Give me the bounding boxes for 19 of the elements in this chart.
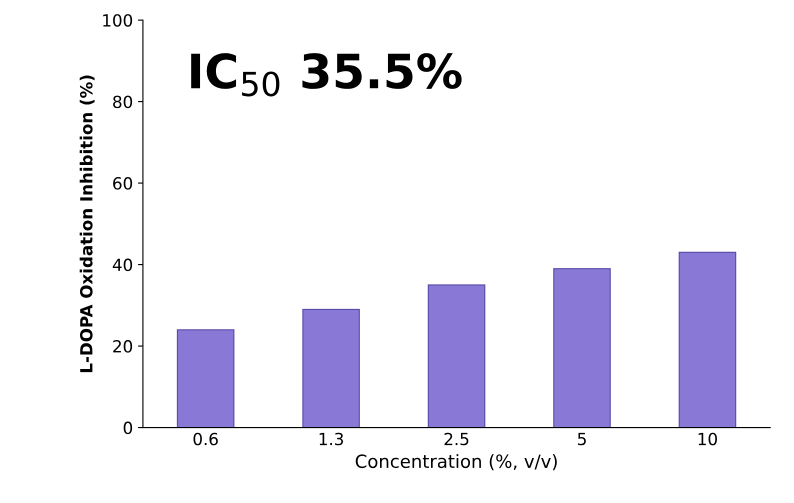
y-tick-label: 80	[113, 96, 132, 108]
x-tick-label: 0.6	[193, 432, 218, 446]
bar	[553, 268, 611, 428]
bar	[302, 308, 360, 428]
y-tick-label: 40	[112, 258, 132, 272]
y-tick-label: 60	[113, 177, 132, 190]
x-tick-label: 5	[578, 432, 586, 446]
y-tick-label: 0	[124, 422, 132, 434]
bar	[428, 284, 486, 428]
x-tick-label: 1.3	[320, 432, 344, 446]
bar	[176, 329, 234, 428]
x-tick-label: 10	[698, 432, 717, 446]
x-axis-title: Concentration (%, v/v)	[356, 454, 557, 470]
annotation: IC$_{50}$ 35.5%	[191, 53, 462, 96]
y-tick-label: 100	[103, 14, 132, 27]
x-tick-label: 2.5	[444, 432, 468, 446]
y-tick-label: 20	[113, 340, 132, 353]
bar	[678, 252, 736, 428]
y-axis-title: L-DOPA Oxidation Inhibition (%)	[80, 75, 95, 372]
